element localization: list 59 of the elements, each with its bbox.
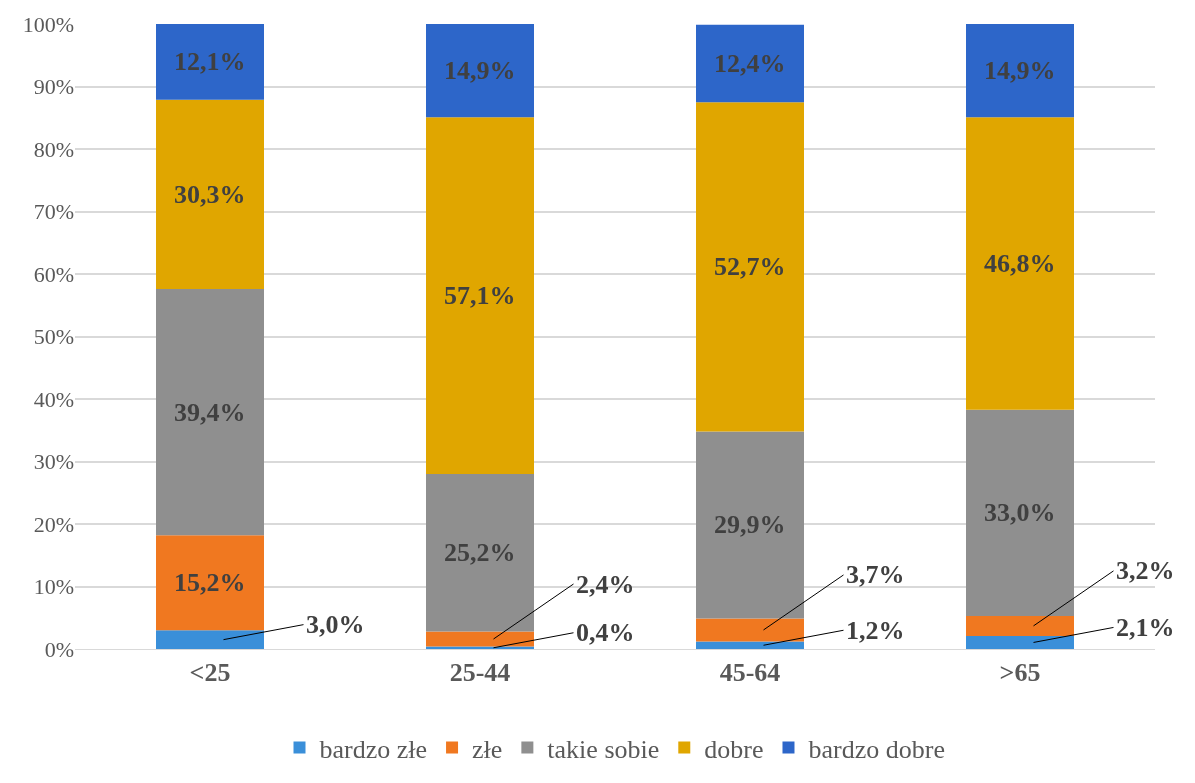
legend-label: złe [472, 734, 503, 764]
data-label: 46,8% [984, 249, 1056, 278]
bar [156, 630, 264, 649]
x-tick-label: <25 [189, 658, 231, 688]
bar [966, 24, 1074, 118]
bar [696, 102, 804, 432]
data-label: 14,9% [444, 56, 516, 85]
y-tick-label: 10% [33, 574, 74, 600]
data-label: 3,0% [306, 610, 365, 639]
data-label: 52,7% [714, 252, 786, 281]
y-tick-label: 40% [33, 386, 74, 412]
data-label: 0,4% [576, 618, 635, 647]
data-label: 30,3% [174, 180, 246, 209]
bar [696, 431, 804, 619]
y-tick-label: 70% [33, 199, 74, 225]
bar [696, 641, 804, 649]
x-tick-label: 45-64 [719, 658, 781, 688]
y-tick-label: 100% [22, 11, 74, 37]
data-label: 15,2% [174, 568, 246, 597]
data-label: 57,1% [444, 281, 516, 310]
data-label: 2,1% [1116, 613, 1175, 642]
data-label: 29,9% [714, 510, 786, 539]
y-tick-label: 50% [33, 324, 74, 350]
data-label: 25,2% [444, 538, 516, 567]
bar [426, 24, 534, 118]
y-tick-label: 80% [33, 136, 74, 162]
legend-label: dobre [704, 734, 764, 764]
bar [426, 474, 534, 632]
bar [156, 535, 264, 631]
bar [156, 24, 264, 100]
bar [156, 99, 264, 289]
bar [156, 289, 264, 536]
data-label: 2,4% [576, 570, 635, 599]
bar [426, 631, 534, 647]
legend-label: bardzo złe [319, 734, 428, 764]
bar [696, 618, 804, 642]
bar [966, 117, 1074, 410]
data-label: 1,2% [846, 616, 905, 645]
x-tick-label: >65 [999, 658, 1041, 688]
bar [696, 24, 804, 103]
legend-label: takie sobie [547, 734, 660, 764]
y-tick-label: 20% [33, 511, 74, 537]
data-label: 33,0% [984, 498, 1056, 527]
bar [966, 635, 1074, 649]
bar [966, 615, 1074, 636]
data-label: 3,2% [1116, 556, 1175, 585]
data-label: 39,4% [174, 398, 246, 427]
data-label: 12,4% [714, 49, 786, 78]
bar [426, 117, 534, 474]
data-label: 12,1% [174, 47, 246, 76]
y-tick-label: 60% [33, 261, 74, 287]
bar [966, 409, 1074, 616]
x-tick-label: 25-44 [449, 658, 511, 688]
y-tick-label: 90% [33, 74, 74, 100]
y-tick-label: 30% [33, 449, 74, 475]
legend-label: bardzo dobre [808, 734, 945, 764]
y-tick-label: 0% [44, 636, 74, 662]
data-label: 14,9% [984, 56, 1056, 85]
data-label: 3,7% [846, 560, 905, 589]
